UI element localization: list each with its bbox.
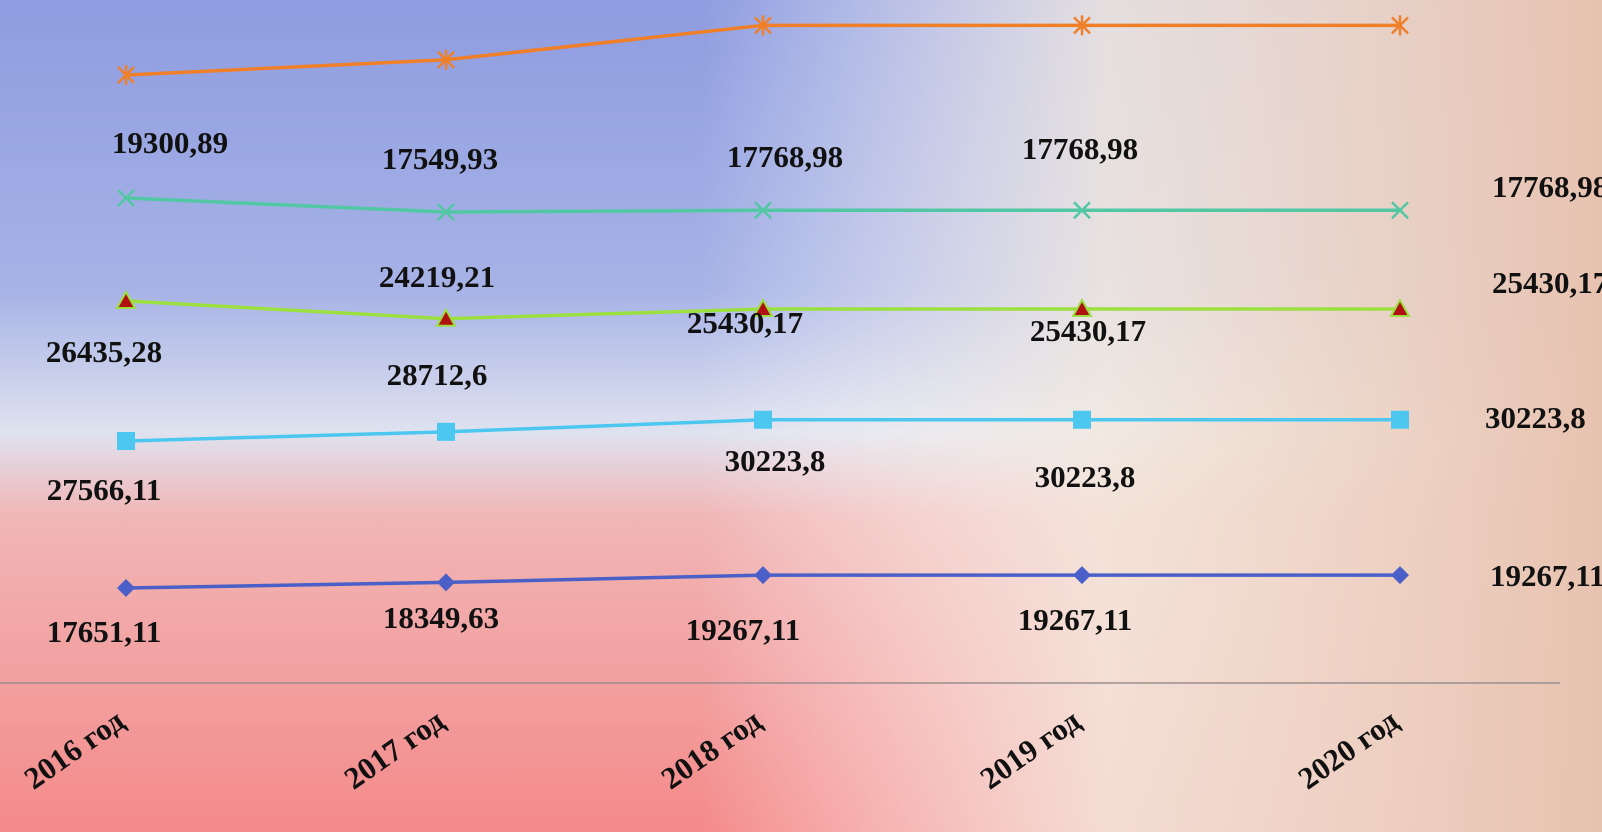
data-label: 19267,11 [686, 612, 801, 647]
data-label: 30223,8 [725, 443, 826, 478]
data-label: 18349,63 [383, 600, 499, 635]
data-label: 25430,17 [1492, 265, 1602, 300]
marker [437, 423, 455, 441]
marker [117, 432, 135, 450]
data-label: 19267,11 [1490, 558, 1602, 593]
data-label: 19267,11 [1018, 602, 1133, 637]
marker [754, 411, 772, 429]
marker [1073, 411, 1091, 429]
data-label: 30223,8 [1035, 459, 1136, 494]
data-label: 25430,17 [687, 305, 803, 340]
data-label: 17768,98 [727, 139, 843, 174]
banknotes-background [700, 0, 1602, 832]
data-label: 28712,6 [387, 357, 488, 392]
data-label: 24219,21 [379, 259, 495, 294]
chart: 2016 год2017 год2018 год2019 год2020 год… [0, 0, 1602, 832]
data-label: 25430,17 [1030, 313, 1146, 348]
marker [1391, 411, 1409, 429]
data-label: 27566,11 [47, 472, 162, 507]
data-label: 17549,93 [382, 141, 498, 176]
data-label: 17768,98 [1022, 131, 1138, 166]
data-label: 17768,98 [1492, 169, 1602, 204]
data-label: 30223,8 [1485, 400, 1586, 435]
data-label: 17651,11 [47, 614, 162, 649]
data-label: 26435,28 [46, 334, 162, 369]
data-label: 19300,89 [112, 125, 228, 160]
